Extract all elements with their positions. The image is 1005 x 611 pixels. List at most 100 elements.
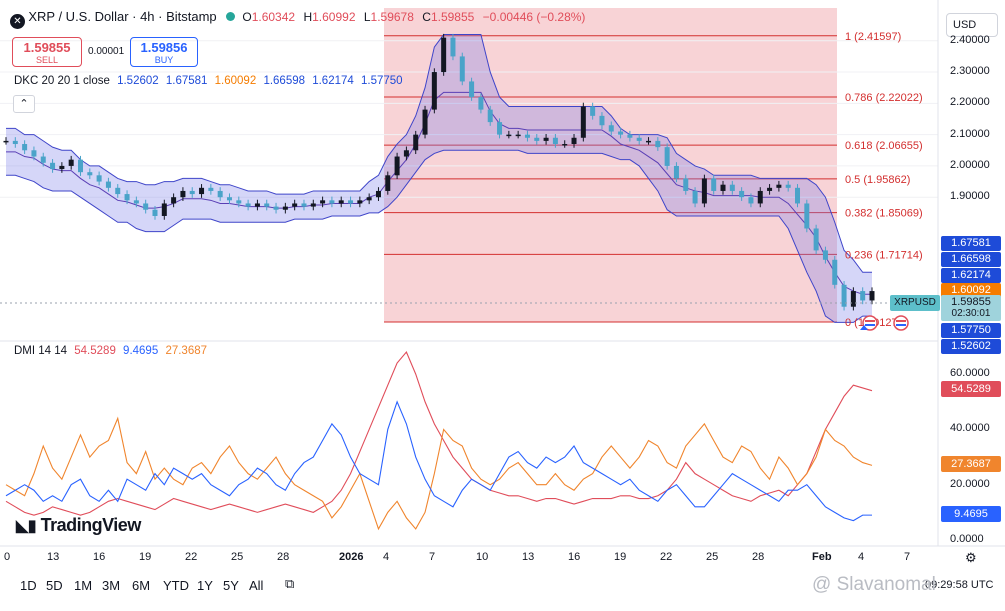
event-arrow-icon	[860, 325, 868, 330]
candle-body	[40, 156, 46, 163]
candle-body	[580, 106, 586, 138]
candle-body	[543, 137, 549, 141]
dmi-series-line	[5, 350, 873, 516]
candle-body	[692, 190, 698, 204]
range-button-1d[interactable]: 1D	[20, 578, 37, 593]
price-badge: 1.62174	[941, 268, 1001, 283]
candle-body	[161, 203, 167, 216]
dkc-upper-line	[6, 34, 872, 273]
candle-body	[869, 291, 875, 301]
candle-body	[469, 81, 475, 98]
candle-body	[301, 203, 307, 207]
low-label: L	[363, 10, 371, 24]
candle-body	[850, 291, 856, 307]
fib-level-label: 1 (2.41597)	[845, 31, 901, 43]
candle-body	[375, 190, 381, 198]
candle-body	[403, 150, 409, 157]
us-flag-event-icon[interactable]	[862, 315, 878, 331]
dmi-plus-value: 27.3687	[165, 345, 208, 357]
time-tick-label: 25	[231, 551, 244, 563]
time-tick-label: 13	[522, 551, 535, 563]
candle-body	[12, 140, 18, 145]
candle-body	[673, 165, 679, 179]
candle-body	[31, 150, 37, 157]
low-value: 1.59678	[370, 10, 414, 24]
market-status-icon	[226, 12, 236, 21]
watermark: @ Slavanomal	[812, 574, 936, 595]
time-tick-label: 4	[858, 551, 865, 563]
price-badge: 1.57750	[941, 323, 1001, 338]
candle-body	[273, 206, 279, 210]
symbol-title[interactable]: XRP / U.S. Dollar · 4h · Bitstamp	[28, 9, 217, 24]
time-tick-label: 16	[93, 551, 106, 563]
candle-body	[804, 203, 810, 229]
candle-body	[338, 200, 344, 204]
candle-body	[524, 134, 530, 138]
candle-body	[189, 190, 195, 195]
fib-level-label: 0.236 (1.71714)	[845, 249, 923, 261]
time-tick-label: 2026	[339, 551, 364, 563]
bar-countdown: 02:30:01	[951, 308, 991, 319]
candle-body	[841, 284, 847, 307]
high-value: 1.60992	[312, 10, 356, 24]
candle-body	[310, 203, 316, 207]
candle-body	[785, 184, 791, 188]
candle-body	[757, 190, 763, 204]
dmi-legend[interactable]: DMI 14 14 54.5289 9.4695 27.3687	[14, 345, 207, 357]
dkc-value: 1.67581	[165, 75, 208, 87]
candle-body	[590, 106, 596, 116]
candle-body	[413, 134, 419, 151]
range-button-3m[interactable]: 3M	[102, 578, 121, 593]
dkc-value: 1.60092	[214, 75, 257, 87]
candle-body	[487, 109, 493, 123]
us-flag-event-icon[interactable]	[893, 315, 909, 331]
candle-body	[115, 187, 121, 195]
candle-body	[701, 178, 707, 204]
gear-icon[interactable]: ⚙	[965, 550, 977, 565]
time-tick-label: 19	[139, 551, 152, 563]
price-tick-label: 2.40000	[950, 33, 990, 46]
collapse-legend-button[interactable]: ⌃	[13, 95, 35, 113]
dkc-label: DKC 20 20 1 close	[14, 75, 110, 87]
candle-body	[655, 140, 661, 148]
range-button-ytd[interactable]: YTD	[163, 578, 189, 593]
candle-body	[832, 259, 838, 285]
dmi-minus-value: 9.4695	[123, 345, 159, 357]
price-badge: 1.66598	[941, 252, 1001, 267]
candle-body	[571, 137, 577, 145]
range-button-5y[interactable]: 5Y	[223, 578, 239, 593]
range-button-5d[interactable]: 5D	[46, 578, 63, 593]
dkc-legend[interactable]: DKC 20 20 1 close 1.52602 1.67581 1.6009…	[14, 75, 403, 87]
dmi-badge: 9.4695	[941, 505, 1001, 522]
dmi-badge: 54.5289	[941, 381, 1001, 398]
candle-body	[711, 178, 717, 191]
range-button-all[interactable]: All	[249, 578, 264, 593]
utc-clock[interactable]: 09:29:58 UTC	[925, 579, 994, 591]
currency-select[interactable]: USD	[946, 13, 998, 37]
range-button-1y[interactable]: 1Y	[197, 578, 213, 593]
candle-body	[226, 197, 232, 201]
dmi-tick-label: 0.0000	[950, 533, 984, 545]
candle-body	[459, 56, 465, 82]
sell-button[interactable]: 1.59855 SELL	[12, 37, 82, 67]
price-tick-label: 1.90000	[950, 190, 990, 203]
price-badge: 1.52602	[941, 339, 1001, 354]
candle-body	[50, 162, 56, 170]
candle-body	[282, 206, 288, 210]
range-button-6m[interactable]: 6M	[132, 578, 151, 593]
dmi-series-line	[5, 416, 873, 531]
candle-body	[236, 200, 242, 204]
candle-body	[208, 187, 214, 191]
buy-button[interactable]: 1.59856 BUY	[130, 37, 198, 67]
candle-body	[68, 159, 74, 166]
range-button-1m[interactable]: 1M	[74, 578, 93, 593]
price-tick-label: 2.20000	[950, 96, 990, 109]
time-tick-label: 4	[383, 551, 390, 563]
dkc-value: 1.66598	[263, 75, 306, 87]
dkc-channel-fill	[6, 34, 872, 323]
calendar-range-icon[interactable]: ⧉	[285, 576, 295, 591]
symbol-header: ✕ XRP / U.S. Dollar · 4h · Bitstamp O1.6…	[10, 9, 585, 29]
candle-body	[618, 131, 624, 135]
candle-body	[366, 197, 372, 201]
